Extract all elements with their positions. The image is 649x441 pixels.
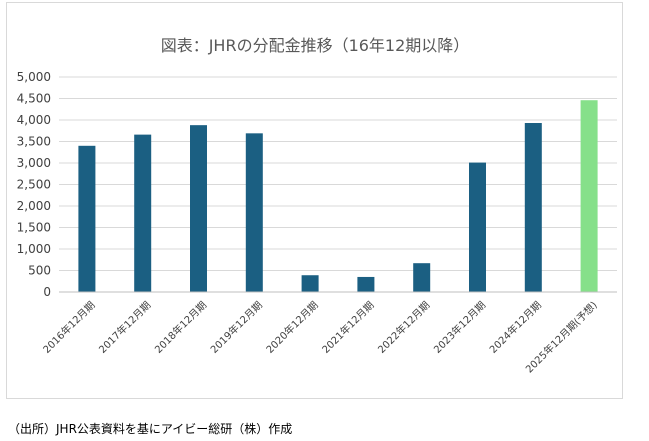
y-tick-label: 2,500 [17,178,51,192]
y-tick-label: 500 [28,264,51,278]
bar [78,145,96,292]
x-tick-label: 2020年12月期 [263,298,320,355]
y-tick-label: 5,000 [17,70,51,84]
y-tick-label: 0 [43,285,51,299]
chart-title: 図表：JHRの分配金推移（16年12期以降） [161,36,470,55]
bars [78,100,598,292]
bar [413,263,431,292]
chart-frame: 図表：JHRの分配金推移（16年12期以降） 0 500 1,000 1,500 2,0… [6,2,623,399]
x-tick-label: 2022年12月期 [375,298,432,355]
bar [190,125,207,292]
bar [245,133,263,292]
x-tick-label: 2023年12月期 [431,298,488,355]
bar [524,123,542,292]
x-tick-label: 2019年12月期 [208,298,265,355]
source-note: （出所）JHR公表資料を基にアイビー総研（株）作成 [8,422,293,436]
y-tick-label: 2,000 [17,199,51,213]
bar-chart: 図表：JHRの分配金推移（16年12期以降） 0 500 1,000 1,500 2,0… [17,36,617,376]
x-tick-label: 2024年12月期 [487,298,544,355]
y-tick-label: 1,000 [17,242,51,256]
x-tick-label: 2017年12月期 [96,298,153,355]
gridlines [59,76,617,271]
y-tick-label: 4,500 [17,92,51,106]
x-tick-label: 2021年12月期 [319,298,376,355]
x-tick-label: 2018年12月期 [152,298,209,355]
x-tick-label: 2016年12月期 [40,298,97,355]
bar [357,276,375,292]
bar [301,275,319,292]
y-tick-label: 3,500 [17,135,51,149]
y-tick-label: 4,000 [17,113,51,127]
bar [134,134,152,292]
x-axis-ticks: 2016年12月期 2017年12月期 2018年12月期 2019年12月期 2020… [40,298,600,375]
y-axis-ticks: 0 500 1,000 1,500 2,000 2,500 3,000 3,500 4,000 4… [17,70,51,299]
y-tick-label: 3,000 [17,156,51,170]
bar-forecast [580,100,598,292]
y-tick-label: 1,500 [17,221,51,235]
bar [469,162,486,292]
